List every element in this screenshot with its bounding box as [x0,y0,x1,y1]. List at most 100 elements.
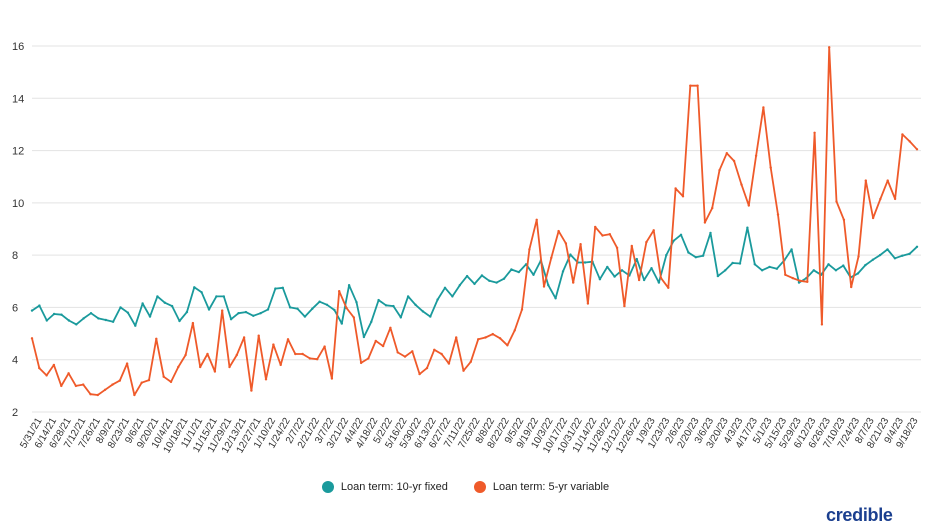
data-point-10yr-fixed [156,295,159,298]
data-point-10yr-fixed [200,291,203,294]
legend-item-5yr-variable[interactable]: Loan term: 5-yr variable [473,481,609,493]
data-point-5yr-variable [264,378,268,381]
data-point-5yr-variable [455,336,458,339]
data-point-10yr-fixed [569,253,572,256]
data-point-10yr-fixed [266,308,270,311]
data-point-10yr-fixed [119,306,122,309]
data-point-5yr-variable [286,338,290,341]
data-point-10yr-fixed [901,254,904,257]
data-point-5yr-variable [667,286,670,289]
data-point-5yr-variable [45,374,48,377]
y-tick-label: 10 [12,198,24,210]
data-point-5yr-variable [513,329,516,332]
data-point-10yr-fixed [222,295,225,298]
data-point-5yr-variable [381,344,385,348]
data-point-10yr-fixed [650,267,653,270]
y-axis-ticks: 2 4 6 8 10 12 14 16 [12,41,24,419]
data-point-10yr-fixed [893,257,897,260]
data-point-5yr-variable [615,246,619,249]
data-point-5yr-variable [352,316,355,319]
data-point-5yr-variable [703,221,707,224]
data-point-5yr-variable [828,46,831,49]
data-point-10yr-fixed [598,278,602,281]
data-point-5yr-variable [506,344,509,347]
y-tick-label: 6 [12,302,18,314]
data-point-5yr-variable [776,213,780,216]
data-point-5yr-variable [169,380,173,384]
data-point-5yr-variable [111,383,114,386]
data-point-10yr-fixed [38,304,41,307]
data-point-5yr-variable [645,240,648,244]
data-point-10yr-fixed [384,304,388,307]
data-point-10yr-fixed [148,315,152,318]
data-point-5yr-variable [213,370,217,373]
data-point-10yr-fixed [89,312,93,315]
data-point-10yr-fixed [163,301,166,304]
credible-logo: credible [826,505,893,523]
data-point-5yr-variable [323,345,326,348]
data-point-10yr-fixed [613,275,616,278]
data-point-5yr-variable [674,187,677,190]
data-point-5yr-variable [484,336,487,339]
data-point-10yr-fixed [104,318,108,322]
data-point-5yr-variable [235,353,238,357]
data-point-10yr-fixed [834,269,838,272]
data-point-10yr-fixed [45,319,48,322]
data-point-5yr-variable [199,365,202,369]
series-line-10yr-fixed [31,226,918,338]
data-point-5yr-variable [542,285,546,288]
y-tick-label: 2 [12,407,18,419]
data-point-10yr-fixed [303,315,307,318]
data-point-10yr-fixed [443,286,447,289]
data-point-5yr-variable [850,285,853,289]
legend-marker-10yr-fixed [321,481,334,493]
data-point-5yr-variable [594,225,597,229]
data-point-5yr-variable [893,197,897,201]
data-point-10yr-fixed [296,307,299,310]
data-point-5yr-variable [221,309,224,312]
data-point-5yr-variable [871,216,875,220]
data-point-5yr-variable [242,336,246,339]
data-point-10yr-fixed [215,295,218,298]
data-point-5yr-variable [864,179,867,182]
data-point-10yr-fixed [75,323,78,326]
data-point-10yr-fixed [281,286,284,289]
data-point-5yr-variable [367,357,370,360]
data-point-5yr-variable [820,323,824,326]
data-point-5yr-variable [462,369,465,372]
data-point-5yr-variable [257,334,260,337]
data-point-5yr-variable [440,352,443,356]
data-point-5yr-variable [308,357,312,360]
data-point-10yr-fixed [915,245,919,248]
data-point-10yr-fixed [392,304,395,308]
data-point-5yr-variable [498,337,502,340]
data-point-5yr-variable [798,279,802,282]
data-point-10yr-fixed [30,309,34,312]
data-point-5yr-variable [162,375,165,378]
legend-item-10yr-fixed[interactable]: Loan term: 10-yr fixed [321,481,448,493]
data-point-5yr-variable [103,388,107,391]
data-point-10yr-fixed [126,311,130,314]
data-point-10yr-fixed [768,265,771,269]
data-point-10yr-fixed [325,303,329,306]
data-point-10yr-fixed [554,297,557,300]
data-point-5yr-variable [740,183,743,186]
data-point-10yr-fixed [370,320,373,323]
data-point-10yr-fixed [288,306,292,309]
data-point-10yr-fixed [532,273,535,276]
data-point-10yr-fixed [517,270,520,274]
legend-label-10yr-fixed: Loan term: 10-yr fixed [340,481,448,493]
data-point-5yr-variable [140,381,143,384]
data-point-5yr-variable [294,352,297,356]
data-point-5yr-variable [579,243,582,246]
data-point-5yr-variable [491,332,494,336]
data-point-10yr-fixed [753,263,756,266]
data-point-5yr-variable [791,276,794,280]
grid-lines [32,45,921,413]
data-point-10yr-fixed [244,310,248,314]
data-point-10yr-fixed [790,248,793,251]
data-point-10yr-fixed [111,320,115,323]
data-point-5yr-variable [681,195,685,198]
data-point-5yr-variable [630,244,633,248]
data-point-5yr-variable [732,159,736,163]
